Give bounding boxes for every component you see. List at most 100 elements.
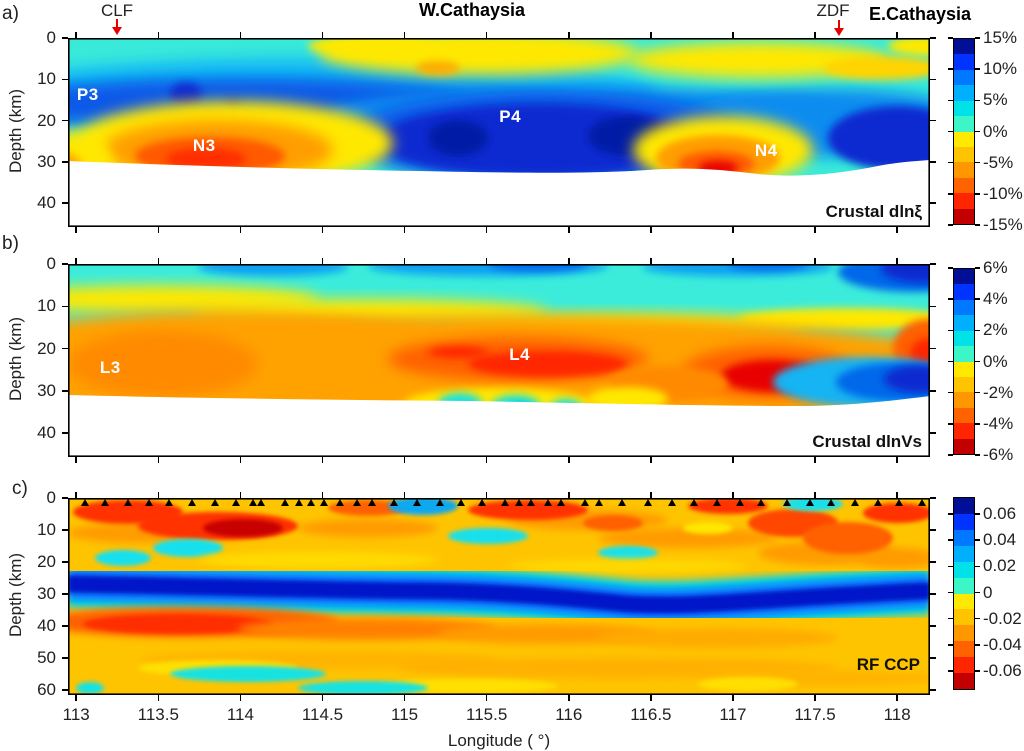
colorbar-segment xyxy=(954,641,974,658)
colorbar-tick-label: -6% xyxy=(983,445,1014,464)
y-tick xyxy=(930,529,936,531)
colorbar-tick-label: 15% xyxy=(983,28,1018,47)
colorbar-segment xyxy=(954,284,974,300)
colorbar-tick-label: -2% xyxy=(983,382,1014,402)
panel-annotation: P3 xyxy=(76,84,99,104)
x-tick xyxy=(403,32,406,38)
x-tick xyxy=(650,457,652,463)
y-tick xyxy=(930,37,936,39)
x-tick xyxy=(814,695,816,701)
colorbar-segment xyxy=(954,193,974,209)
colorbar-tick xyxy=(975,329,980,332)
colorbar-tick-label: 6% xyxy=(983,258,1008,277)
x-axis-label: Longitude ( °) xyxy=(447,731,551,750)
colorbar-tick xyxy=(975,37,980,39)
y-tick xyxy=(930,119,936,122)
colorbar-tick xyxy=(975,565,980,568)
station-triangle-icon xyxy=(165,498,174,506)
station-triangle-icon xyxy=(667,498,676,506)
colorbar-tick xyxy=(975,454,980,456)
x-tick-label: 115 xyxy=(391,705,419,724)
station-triangle-icon xyxy=(295,498,304,506)
region-label-w-cathaysia: W.Cathaysia xyxy=(418,0,526,20)
x-tick xyxy=(403,695,406,701)
x-tick xyxy=(896,32,898,38)
x-tick xyxy=(321,695,324,701)
colorbar-tick-label: 0% xyxy=(983,351,1008,371)
colorbar-tick xyxy=(975,513,980,515)
panel-letter-c: c) xyxy=(12,478,28,499)
y-tick xyxy=(930,202,936,204)
x-tick xyxy=(650,227,652,233)
x-tick-label: 115.5 xyxy=(466,705,508,724)
y-tick xyxy=(62,119,68,122)
x-tick xyxy=(732,695,734,701)
colorbar-tick-label: -10% xyxy=(983,183,1023,203)
x-tick xyxy=(321,227,324,233)
y-tick xyxy=(62,561,68,563)
colorbar-tick xyxy=(975,224,980,226)
x-tick-label: 117 xyxy=(719,705,747,724)
station-triangle-icon xyxy=(917,498,926,506)
y-tick-label: 40 xyxy=(37,193,56,212)
colorbar-segment xyxy=(954,146,974,163)
x-tick-label: 114.5 xyxy=(301,705,344,724)
colorbar-tick xyxy=(975,267,980,269)
x-tick xyxy=(157,457,160,463)
station-triangle-icon xyxy=(805,498,814,506)
station-triangle-icon xyxy=(353,498,362,506)
colorbar-segment xyxy=(954,315,974,331)
x-tick xyxy=(403,227,406,233)
y-tick xyxy=(62,161,68,163)
x-tick xyxy=(239,32,242,38)
colorbar-tick xyxy=(948,68,953,70)
y-tick xyxy=(930,263,936,265)
colorbar-tick xyxy=(975,99,980,102)
x-tick xyxy=(896,457,898,463)
x-tick xyxy=(568,492,570,498)
y-tick-label: 0 xyxy=(46,488,56,507)
x-tick xyxy=(732,32,734,38)
x-tick xyxy=(321,32,324,38)
panel-annotation: L3 xyxy=(99,358,121,378)
colorbar-tick xyxy=(975,644,980,646)
panel-annotation: L4 xyxy=(509,344,531,364)
y-tick-label: 30 xyxy=(37,151,56,171)
fault-label-zdf: ZDF xyxy=(816,1,850,20)
colorbar-segment xyxy=(954,673,974,690)
x-tick xyxy=(814,492,816,498)
x-tick xyxy=(732,492,734,498)
y-tick xyxy=(62,625,68,627)
x-tick xyxy=(650,695,652,701)
colorbar-segment xyxy=(954,577,974,594)
x-tick xyxy=(485,258,488,264)
colorbar-tick xyxy=(948,565,953,568)
y-tick-label: 10 xyxy=(37,296,56,316)
panel-c-rf-ccp-heatmap: RF CCP xyxy=(68,498,930,695)
x-tick xyxy=(568,457,570,463)
x-tick xyxy=(814,258,816,264)
colorbar-segment xyxy=(954,346,974,362)
x-tick xyxy=(157,258,160,264)
station-triangle-icon xyxy=(257,498,266,506)
x-tick xyxy=(650,492,652,498)
station-triangle-icon xyxy=(232,498,241,506)
y-tick xyxy=(62,657,68,659)
colorbar-tick xyxy=(948,298,953,300)
colorbar-tick xyxy=(975,298,980,300)
y-tick-label: 10 xyxy=(37,520,56,539)
station-triangle-icon xyxy=(123,498,132,506)
colorbar-segment xyxy=(954,392,974,408)
y-tick-label: 10 xyxy=(37,69,56,89)
x-tick xyxy=(157,695,160,701)
station-triangle-icon xyxy=(413,498,422,506)
colorbar-tick xyxy=(975,68,980,70)
colorbar-tick xyxy=(975,161,980,164)
y-tick-label: 20 xyxy=(37,338,56,358)
colorbar-tick xyxy=(948,670,953,672)
station-triangle-icon xyxy=(210,498,219,506)
colorbar-segment xyxy=(954,100,974,117)
y-tick xyxy=(62,432,68,434)
x-tick xyxy=(321,258,324,264)
x-tick-label: 113 xyxy=(62,705,90,724)
